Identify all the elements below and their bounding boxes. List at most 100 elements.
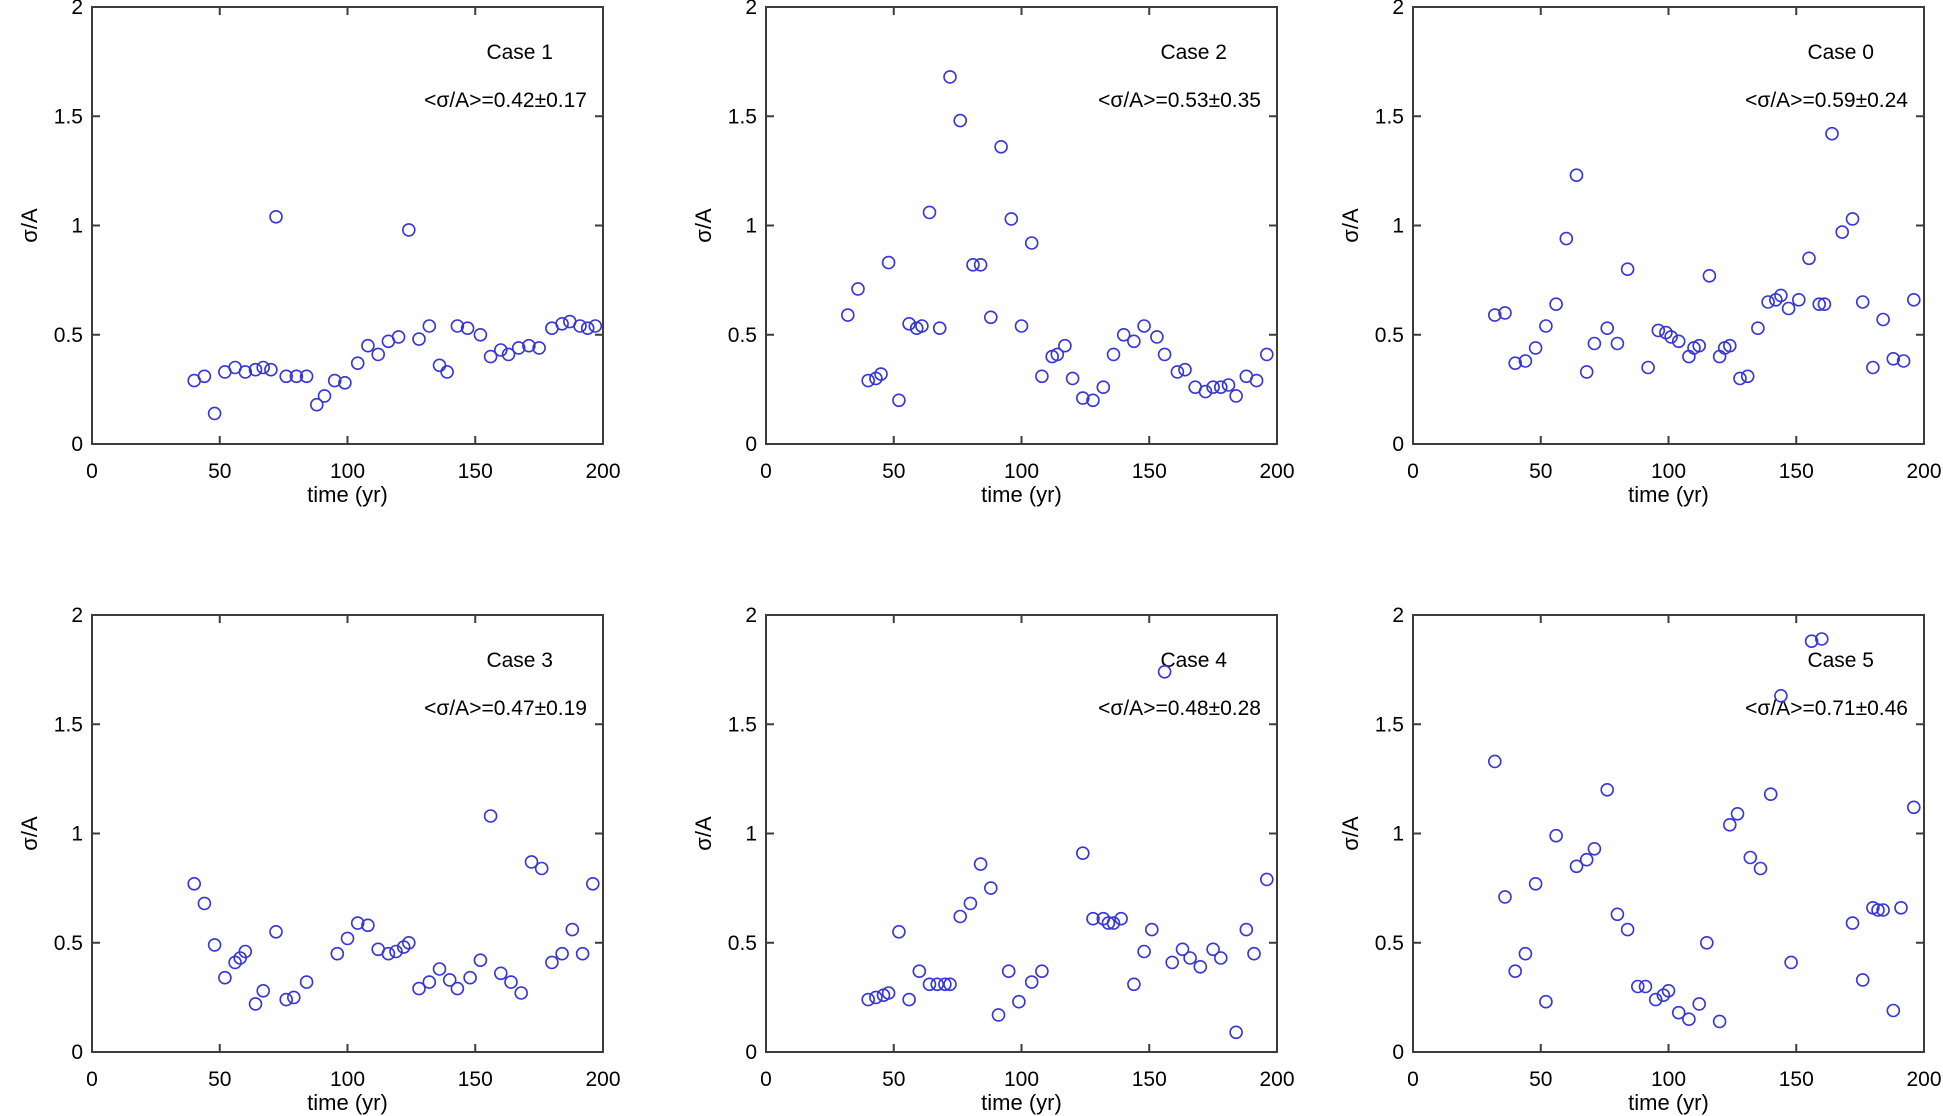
mean-annotation: <σ/A>=0.42±0.17 <box>424 89 587 112</box>
data-point <box>1815 632 1829 646</box>
x-tick-label: 0 <box>760 1068 772 1091</box>
x-tick-label: 200 <box>1906 460 1941 483</box>
data-point <box>1723 817 1737 832</box>
data-point <box>575 946 590 961</box>
case-title: Case 3 <box>486 649 553 672</box>
x-tick-label: 100 <box>1651 1068 1686 1091</box>
data-point <box>869 990 883 1005</box>
data-point <box>1249 373 1264 388</box>
data-point <box>1157 664 1172 679</box>
x-tick-label: 100 <box>1004 1068 1039 1091</box>
data-point <box>1664 330 1678 344</box>
y-tick-label: 0 <box>745 433 757 456</box>
data-point <box>1802 251 1816 266</box>
plot-area <box>765 614 1278 1053</box>
data-point <box>902 992 916 1007</box>
data-point <box>881 255 896 270</box>
data-point <box>1127 977 1141 992</box>
y-tick-label: 1 <box>1392 823 1404 846</box>
data-point <box>1600 782 1614 797</box>
data-point <box>1518 946 1533 961</box>
x-axis-label: time (yr) <box>1628 482 1709 507</box>
x-tick-label: 100 <box>1651 460 1686 483</box>
data-point <box>1004 212 1019 226</box>
data-point <box>1648 992 1663 1007</box>
data-point <box>473 953 488 968</box>
panel-case-1: 0 50 100 150 200 0 0.5 1 1.5 2 time (yr) σ/A Case 1 <… <box>17 0 621 507</box>
data-point <box>1774 288 1788 303</box>
data-point <box>1692 997 1706 1011</box>
data-point <box>588 319 603 333</box>
data-point <box>511 341 526 355</box>
data-point <box>953 113 968 128</box>
case-title: Case 0 <box>1807 41 1874 64</box>
data-point <box>1114 911 1128 926</box>
y-axis-label: σ/A <box>17 816 42 851</box>
y-tick-label: 1.5 <box>1375 713 1404 736</box>
x-axis-label: time (yr) <box>1628 1090 1709 1115</box>
data-point <box>1792 292 1806 307</box>
y-tick-label: 0 <box>1392 433 1404 456</box>
y-tick-label: 0 <box>745 1041 757 1064</box>
data-point <box>422 975 437 989</box>
data-point <box>299 369 314 384</box>
data-points <box>1488 632 1921 1029</box>
data-point <box>1198 384 1213 399</box>
x-tick-label: 100 <box>330 1068 365 1091</box>
data-point <box>1774 688 1788 703</box>
data-point <box>501 347 516 362</box>
data-point <box>861 992 876 1007</box>
data-point <box>912 964 927 979</box>
data-point <box>1671 334 1686 349</box>
data-point <box>1730 806 1745 821</box>
x-axis-label: time (yr) <box>981 1090 1062 1115</box>
y-tick-label: 1.5 <box>54 105 83 128</box>
data-points <box>187 809 600 1011</box>
data-point <box>1116 327 1131 342</box>
data-point <box>1804 634 1819 649</box>
mean-annotation: <σ/A>=0.71±0.46 <box>1745 697 1908 720</box>
data-point <box>1488 308 1502 322</box>
data-point <box>1183 951 1197 965</box>
data-point <box>1682 1012 1696 1027</box>
data-point <box>922 977 937 992</box>
data-point <box>450 319 465 333</box>
data-point <box>892 924 906 939</box>
mean-annotation: <σ/A>=0.48±0.28 <box>1098 697 1261 720</box>
data-point <box>1743 850 1758 865</box>
y-axis-label: σ/A <box>691 816 716 851</box>
y-tick-label: 1.5 <box>1375 105 1404 128</box>
data-point <box>248 997 263 1011</box>
data-point <box>532 341 546 355</box>
y-tick-label: 1 <box>745 215 757 238</box>
data-point <box>1712 1014 1727 1029</box>
y-tick-label: 2 <box>71 604 83 627</box>
data-point <box>892 393 906 408</box>
data-point <box>1150 330 1164 344</box>
y-tick-label: 1 <box>745 823 757 846</box>
data-point <box>555 316 569 331</box>
data-point <box>1620 262 1635 277</box>
data-point <box>1035 964 1049 979</box>
panel-case-0: 0 50 100 150 200 0 0.5 1 1.5 2 time (yr) σ/A Case 0 <… <box>1338 0 1942 507</box>
x-tick-label: 100 <box>1004 460 1039 483</box>
data-point <box>371 347 386 362</box>
mean-annotation: <σ/A>=0.47±0.19 <box>424 697 587 720</box>
data-point <box>555 946 569 961</box>
y-tick-label: 0 <box>71 1041 83 1064</box>
data-point <box>1508 356 1522 371</box>
x-axis-label: time (yr) <box>307 1090 388 1115</box>
x-tick-label: 50 <box>1529 460 1552 483</box>
data-point <box>966 257 980 272</box>
data-point <box>1214 380 1228 395</box>
data-point <box>330 946 345 961</box>
x-tick-label: 50 <box>882 460 905 483</box>
data-point <box>943 70 957 84</box>
data-point <box>269 210 283 224</box>
y-tick-label: 1 <box>1392 215 1404 238</box>
data-point <box>1569 168 1584 182</box>
data-point <box>401 223 416 237</box>
data-point <box>299 975 314 989</box>
y-axis-label: σ/A <box>1338 816 1363 851</box>
data-point <box>279 369 294 384</box>
